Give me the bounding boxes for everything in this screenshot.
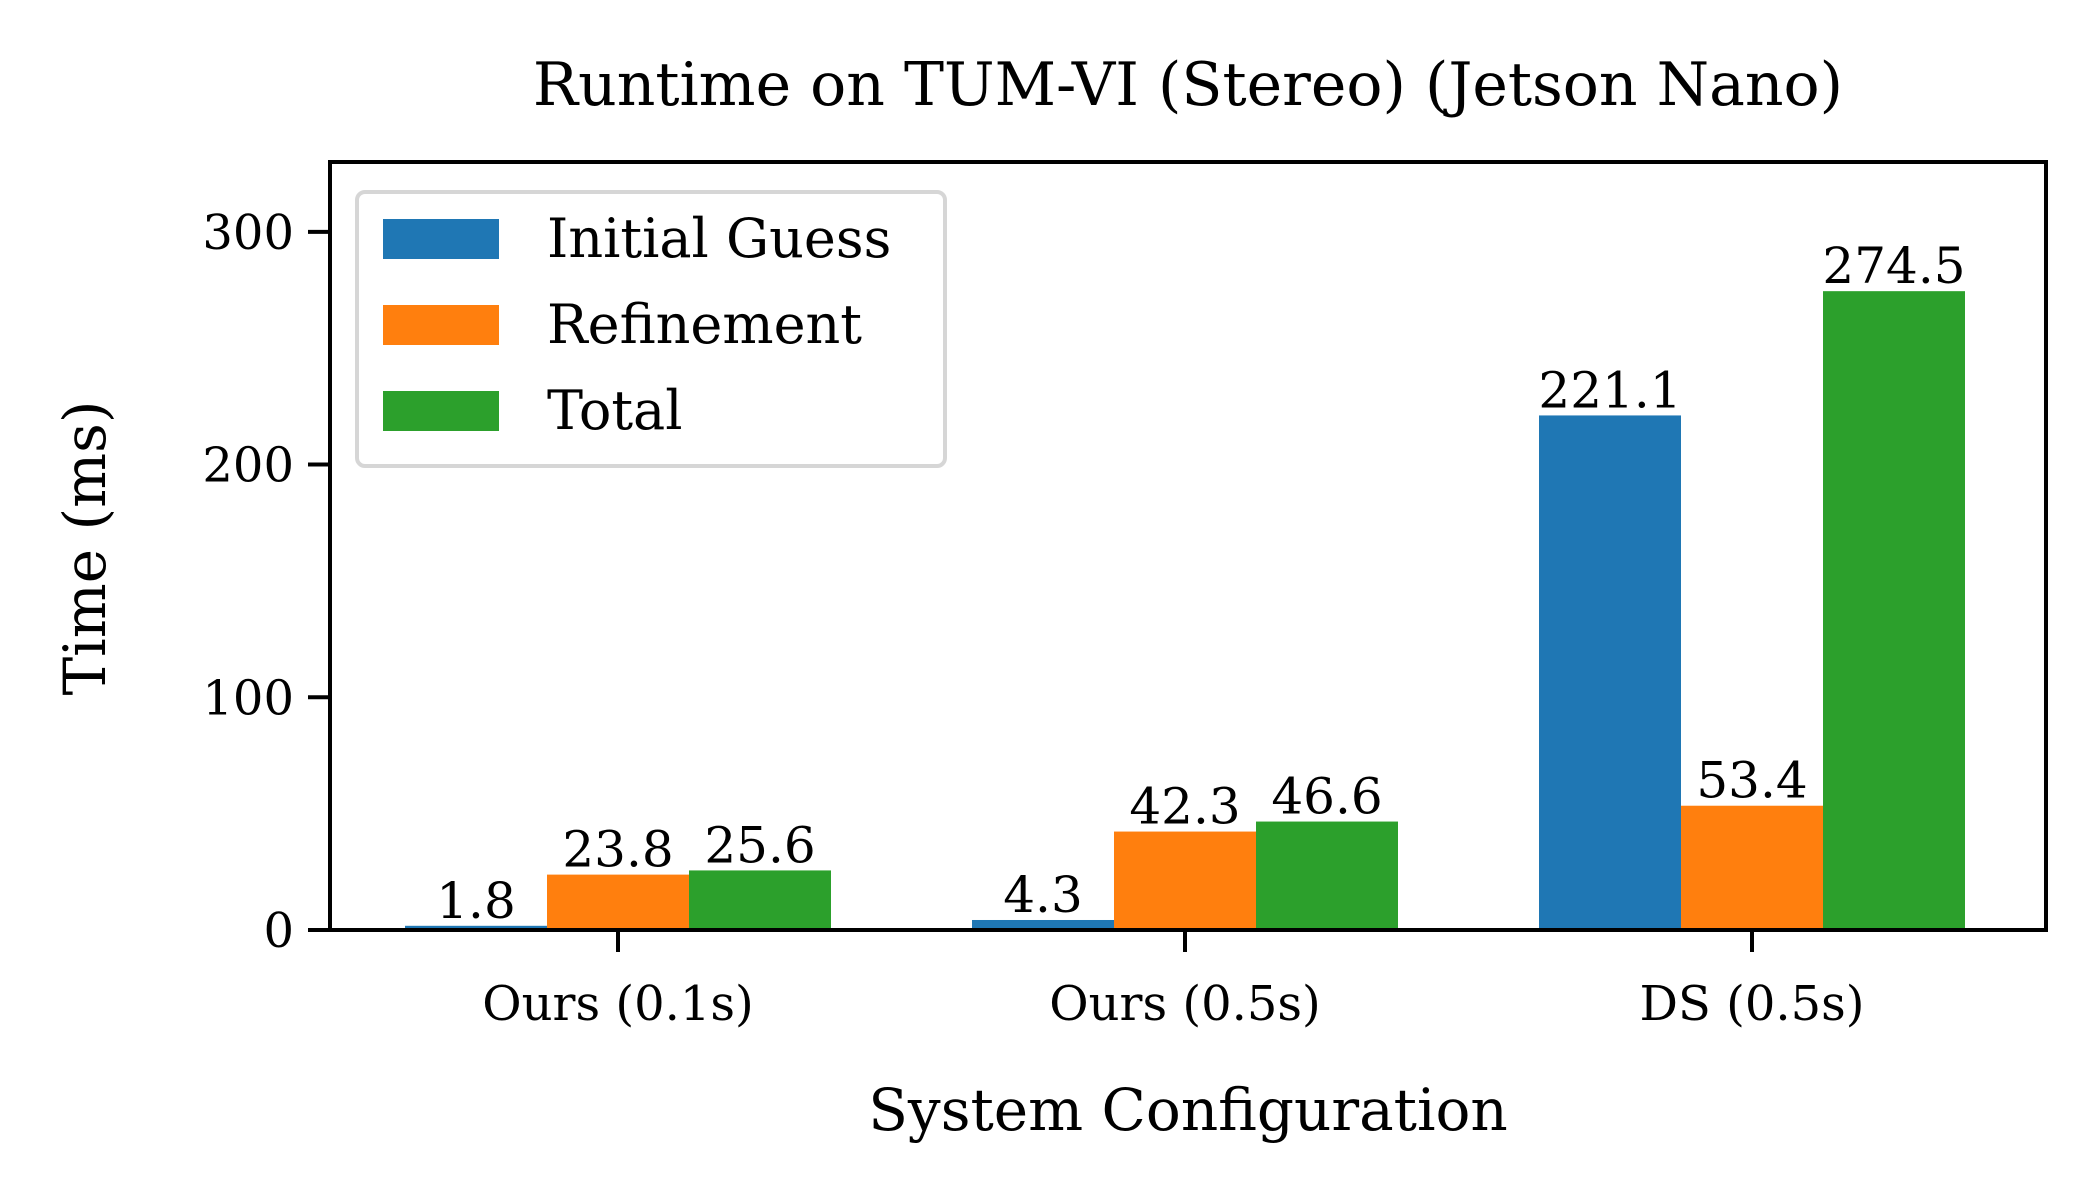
x-tick-label-1: Ours (0.5s) — [1049, 976, 1321, 1032]
data-labels-layer: 1.8 4.3 221.1 23.8 42.3 53.4 25.6 46.6 274.5 — [436, 237, 1965, 930]
bar-1-2 — [1681, 805, 1823, 930]
bar-0-1 — [972, 919, 1114, 930]
data-label-1-1: 42.3 — [1129, 778, 1240, 836]
plot-frame — [328, 160, 2048, 932]
bar-2-0 — [689, 870, 831, 930]
data-label-2-2: 274.5 — [1822, 237, 1965, 295]
legend-swatch-1 — [383, 305, 499, 345]
data-label-1-2: 53.4 — [1696, 752, 1807, 810]
legend-swatch-2 — [383, 391, 499, 431]
bar-2-2 — [1823, 291, 1965, 930]
bar-0-0 — [405, 925, 547, 930]
data-label-2-1: 46.6 — [1271, 768, 1382, 826]
x-tick-label-0: Ours (0.1s) — [482, 976, 754, 1032]
x-axis-label: System Configuration — [868, 1076, 1508, 1144]
y-tick-label-2: 200 — [202, 438, 294, 494]
data-label-0-1: 4.3 — [1003, 866, 1083, 924]
legend-box — [355, 190, 947, 468]
data-label-0-0: 1.8 — [436, 872, 516, 930]
legend-swatch-0 — [383, 219, 499, 259]
legend-label-1: Refinement — [547, 293, 862, 356]
bar-0-2 — [1539, 415, 1681, 930]
bar-1-1 — [1114, 831, 1256, 930]
legend-label-2: Total — [547, 379, 683, 442]
y-tick-label-3: 300 — [202, 205, 294, 261]
bars-layer — [405, 291, 1965, 930]
y-tick-label-1: 100 — [202, 670, 294, 726]
data-label-2-0: 25.6 — [704, 816, 815, 874]
legend-label-0: Initial Guess — [547, 207, 891, 270]
data-label-0-2: 221.1 — [1538, 361, 1681, 419]
y-axis-label: Time (ms) — [51, 400, 119, 695]
chart-title: Runtime on TUM-VI (Stereo) (Jetson Nano) — [533, 50, 1843, 120]
y-tick-label-0: 0 — [263, 903, 294, 959]
data-label-1-0: 23.8 — [562, 821, 673, 879]
legend: Initial Guess Refinement Total — [355, 190, 947, 468]
bar-2-1 — [1256, 821, 1398, 930]
bar-1-0 — [547, 874, 689, 930]
x-tick-label-2: DS (0.5s) — [1639, 976, 1864, 1032]
axes-layer: 0 100 200 300 Ours (0.1s) Ours (0.5s) DS (0.5s… — [202, 160, 2048, 1032]
